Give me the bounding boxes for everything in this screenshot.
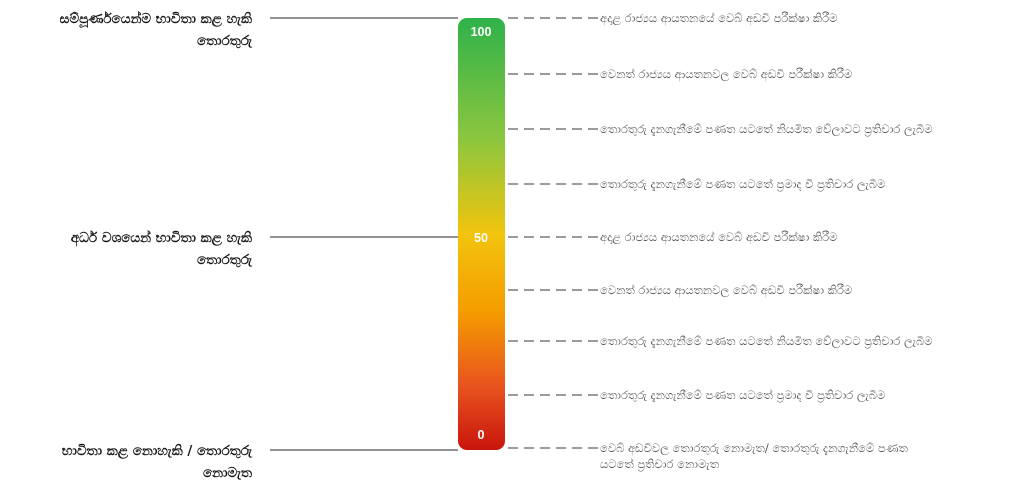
left-label-line: භාවිතා කළ නොහැකි / තොරතුරු <box>61 443 252 459</box>
right-label-line: වෙනත් රාජ්‍යය ආයතනවල වෙබ් අඩවි පරීක්ෂා ක… <box>600 67 853 81</box>
left-label-line: තොරතුරු <box>197 33 252 49</box>
right-dashed-lines <box>508 17 600 449</box>
right-label-4: තොරතුරු දැනගැනීමේ පණත යටතේ ප්‍රමාද වී ප්… <box>600 176 885 192</box>
right-label-line: තොරතුරු දැනගැනීමේ පණත යටතේ නියමිත වේලාවට… <box>600 334 933 348</box>
right-label-5: අදාළ රාජ්‍යය ආයතනයේ වෙබ් අඩවි පරීක්ෂා කි… <box>600 229 837 245</box>
right-label-line: තොරතුරු දැනගැනීමේ පණත යටතේ ප්‍රමාද වී ප්… <box>600 388 886 402</box>
right-label-line: වෙබ් අඩවිවල තොරතුරු නොමැත/ තොරතුරු දැනගැ… <box>600 441 908 455</box>
right-label-line: යටතේ ප්‍රතිචාර නොමැත <box>600 457 719 471</box>
right-label-6: වෙනත් රාජ්‍යය ආයතනවල වෙබ් අඩවි පරීක්ෂා ක… <box>600 282 852 298</box>
left-label-line: අර්ධ වශයෙන් භාවිතා කළ හැකි <box>70 230 252 246</box>
scale-label-100: 100 <box>471 25 492 39</box>
left-connectors <box>270 17 458 451</box>
right-label-8: තොරතුරු දැනගැනීමේ පණත යටතේ ප්‍රමාද වී ප්… <box>600 387 885 403</box>
right-label-2: වෙනත් රාජ්‍යය ආයතනවල වෙබ් අඩවි පරීක්ෂා ක… <box>600 66 852 82</box>
left-label-not-usable: භාවිතා කළ නොහැකි / තොරතුරු නොමැත <box>62 440 252 484</box>
left-label-line: සම්පූර්ණයෙන්ම භාවිතා කළ හැකි <box>59 11 252 27</box>
scale-label-50: 50 <box>474 231 488 245</box>
left-label-line: තොරතුරු <box>197 252 252 268</box>
right-label-line: තොරතුරු දැනගැනීමේ පණත යටතේ ප්‍රමාද වී ප්… <box>600 177 886 191</box>
gradient-scale-bar <box>458 18 505 450</box>
right-label-line: වෙනත් රාජ්‍යය ආයතනවල වෙබ් අඩවි පරීක්ෂා ක… <box>600 283 853 297</box>
left-label-line: නොමැත <box>202 465 252 481</box>
left-label-partially-usable: අර්ධ වශයෙන් භාවිතා කළ හැකි තොරතුරු <box>71 227 252 271</box>
right-label-7: තොරතුරු දැනගැනීමේ පණත යටතේ නියමිත වේලාවට… <box>600 333 933 349</box>
right-label-9: වෙබ් අඩවිවල තොරතුරු නොමැත/ තොරතුරු දැනගැ… <box>600 440 908 472</box>
right-label-line: අදාළ රාජ්‍යය ආයතනයේ වෙබ් අඩවි පරීක්ෂා කි… <box>600 230 838 244</box>
right-label-line: තොරතුරු දැනගැනීමේ පණත යටතේ නියමිත වේලාවට… <box>600 122 933 136</box>
scale-label-0: 0 <box>478 428 485 442</box>
left-label-fully-usable: සම්පූර්ණයෙන්ම භාවිතා කළ හැකි තොරතුරු <box>60 8 252 52</box>
right-label-3: තොරතුරු දැනගැනීමේ පණත යටතේ නියමිත වේලාවට… <box>600 121 933 137</box>
right-label-line: අදාළ රාජ්‍යය ආයතනයේ වෙබ් අඩවි පරීක්ෂා කි… <box>600 11 838 25</box>
right-label-1: අදාළ රාජ්‍යය ආයතනයේ වෙබ් අඩවි පරීක්ෂා කි… <box>600 10 837 26</box>
